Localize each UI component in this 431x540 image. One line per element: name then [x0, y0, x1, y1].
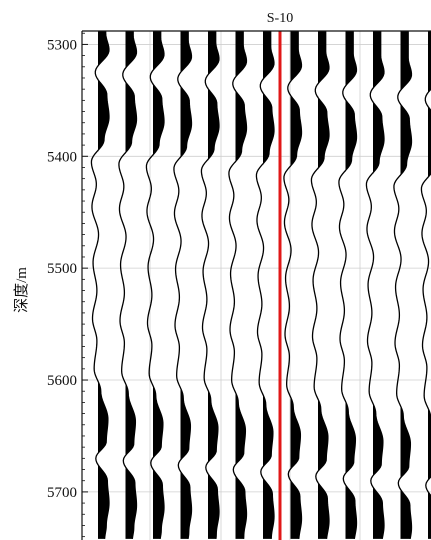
seismic-trace	[393, 31, 413, 539]
seismic-trace	[228, 31, 248, 539]
y-tick-label: 5300	[47, 37, 77, 53]
trace-wiggle	[228, 31, 248, 539]
trace-fill	[208, 31, 219, 539]
y-tick-label: 5600	[47, 373, 77, 389]
trace-fill	[98, 31, 109, 539]
trace-fill	[400, 31, 412, 539]
trace-wiggle	[118, 31, 138, 539]
trace-fill	[428, 31, 431, 539]
trace-wiggle	[338, 31, 358, 539]
seismic-trace	[420, 31, 431, 539]
trace-wiggle	[393, 31, 413, 539]
seismic-trace	[255, 31, 275, 539]
trace-wiggle	[145, 31, 165, 539]
trace-fill	[263, 31, 274, 539]
grid-layer	[82, 31, 431, 540]
trace-wiggle	[255, 31, 275, 539]
y-tick-label: 5700	[47, 485, 77, 501]
trace-wiggle	[420, 88, 431, 497]
trace-wiggle	[310, 31, 330, 539]
seismic-trace	[173, 31, 193, 539]
trace-wiggle	[90, 31, 110, 539]
seismic-trace	[283, 31, 303, 539]
y-tick-label: 5500	[47, 261, 77, 277]
seismic-trace	[145, 31, 165, 539]
trace-wiggle	[200, 31, 220, 539]
traces-layer	[90, 31, 431, 540]
axis-layer: 5300 5400 5500 5600 5700	[47, 30, 431, 540]
trace-fill	[318, 31, 329, 539]
seismic-trace	[90, 31, 110, 539]
trace-fill	[153, 31, 164, 539]
well-label: S-10	[267, 11, 293, 26]
seismic-trace	[118, 31, 138, 539]
seismic-trace	[310, 31, 330, 539]
y-axis-label: 深度/m	[13, 267, 30, 313]
trace-fill	[125, 31, 137, 539]
trace-wiggle	[283, 31, 303, 539]
trace-fill	[180, 31, 192, 539]
y-tick-label: 5400	[47, 149, 77, 165]
seismic-trace	[338, 31, 358, 539]
trace-wiggle	[365, 31, 385, 540]
trace-fill	[373, 31, 384, 539]
trace-wiggle	[173, 31, 193, 539]
seismic-trace	[365, 31, 385, 540]
seismic-trace	[200, 31, 220, 539]
